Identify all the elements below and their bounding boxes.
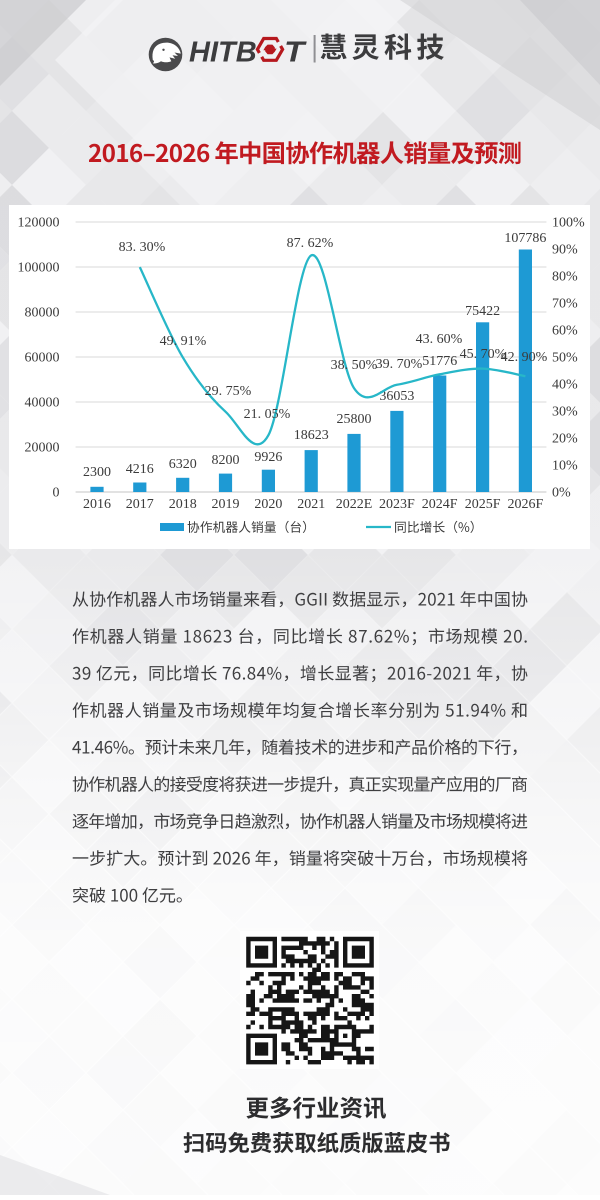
svg-text:40%: 40% bbox=[552, 378, 578, 393]
svg-text:25800: 25800 bbox=[337, 412, 372, 427]
svg-text:45. 70%: 45. 70% bbox=[460, 347, 507, 362]
svg-text:2026F: 2026F bbox=[508, 497, 544, 512]
svg-text:87. 62%: 87. 62% bbox=[287, 236, 334, 251]
svg-text:80%: 80% bbox=[552, 270, 578, 285]
svg-text:60000: 60000 bbox=[25, 351, 60, 366]
svg-text:75422: 75422 bbox=[465, 304, 500, 319]
svg-text:36053: 36053 bbox=[379, 389, 414, 404]
svg-text:8200: 8200 bbox=[212, 453, 240, 468]
svg-text:2019: 2019 bbox=[212, 497, 240, 512]
svg-text:70%: 70% bbox=[552, 297, 578, 312]
svg-text:0%: 0% bbox=[552, 486, 571, 501]
svg-text:107786: 107786 bbox=[504, 231, 546, 246]
svg-text:0: 0 bbox=[53, 486, 60, 501]
svg-text:30%: 30% bbox=[552, 405, 578, 420]
svg-text:9926: 9926 bbox=[254, 450, 282, 465]
svg-text:2018: 2018 bbox=[169, 497, 197, 512]
svg-text:39. 70%: 39. 70% bbox=[376, 357, 423, 372]
svg-text:50%: 50% bbox=[552, 351, 578, 366]
svg-text:18623: 18623 bbox=[294, 428, 329, 443]
svg-text:83. 30%: 83. 30% bbox=[119, 240, 166, 255]
svg-text:2022E: 2022E bbox=[336, 497, 373, 512]
svg-text:38. 50%: 38. 50% bbox=[331, 358, 378, 373]
svg-text:42. 90%: 42. 90% bbox=[501, 350, 548, 365]
svg-text:100000: 100000 bbox=[18, 261, 60, 276]
svg-text:T: T bbox=[284, 36, 307, 68]
svg-text:51776: 51776 bbox=[422, 354, 457, 369]
svg-text:21. 05%: 21. 05% bbox=[244, 407, 291, 422]
svg-text:2024F: 2024F bbox=[422, 497, 458, 512]
svg-text:90%: 90% bbox=[552, 243, 578, 258]
svg-text:2300: 2300 bbox=[83, 465, 111, 480]
svg-text:29. 75%: 29. 75% bbox=[205, 384, 252, 399]
svg-text:2025F: 2025F bbox=[465, 497, 501, 512]
svg-text:60%: 60% bbox=[552, 324, 578, 339]
svg-text:120000: 120000 bbox=[18, 216, 60, 231]
svg-text:20000: 20000 bbox=[25, 441, 60, 456]
svg-text:2021: 2021 bbox=[297, 497, 325, 512]
svg-text:HITB: HITB bbox=[189, 37, 257, 69]
svg-text:20%: 20% bbox=[552, 432, 578, 447]
svg-text:100%: 100% bbox=[552, 216, 585, 231]
svg-text:2020: 2020 bbox=[254, 497, 282, 512]
svg-text:4216: 4216 bbox=[126, 462, 154, 477]
svg-text:6320: 6320 bbox=[169, 457, 197, 472]
svg-text:43. 60%: 43. 60% bbox=[416, 332, 463, 347]
svg-text:10%: 10% bbox=[552, 459, 578, 474]
svg-text:2023F: 2023F bbox=[379, 497, 415, 512]
svg-text:80000: 80000 bbox=[25, 306, 60, 321]
svg-text:49. 91%: 49. 91% bbox=[160, 334, 207, 349]
svg-text:40000: 40000 bbox=[25, 396, 60, 411]
svg-text:2016: 2016 bbox=[83, 497, 111, 512]
svg-text:2017: 2017 bbox=[126, 497, 154, 512]
